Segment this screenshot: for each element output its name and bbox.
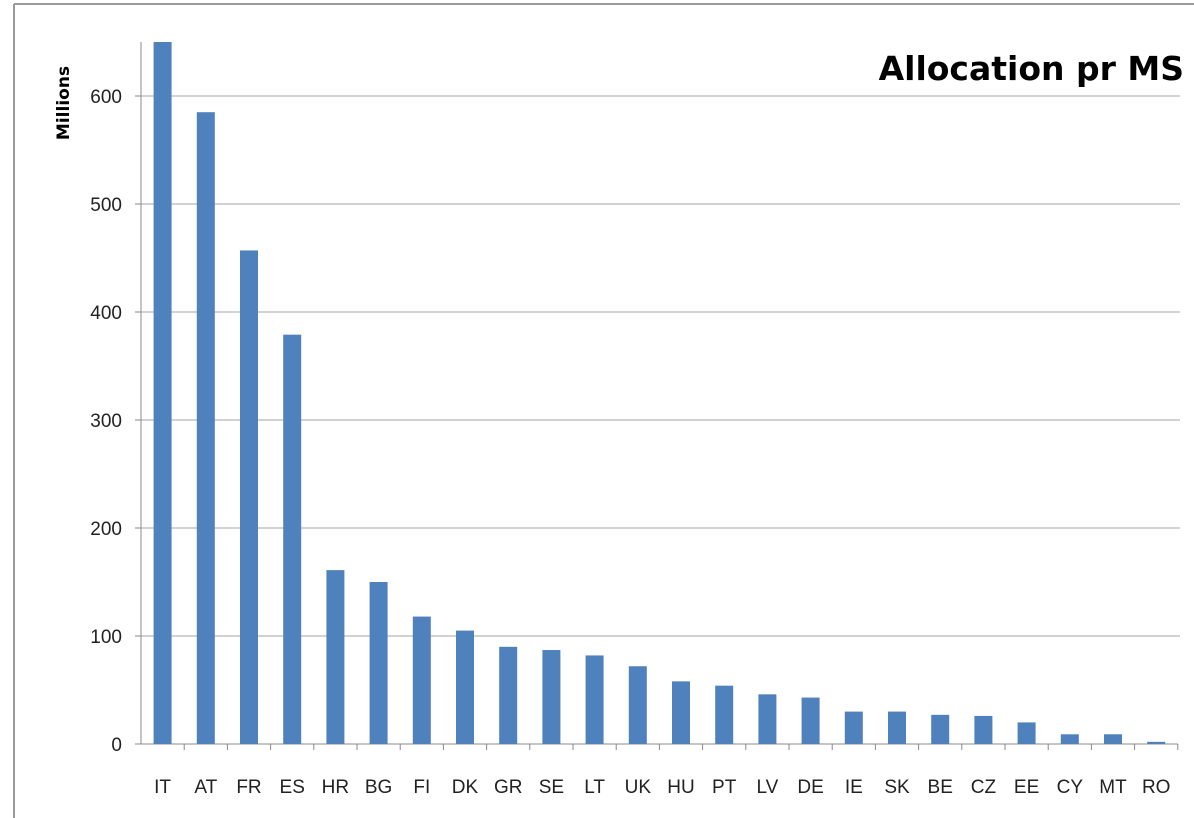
x-tick-label: RO bbox=[1142, 777, 1171, 798]
x-tick-label: BG bbox=[365, 777, 392, 798]
bar-cz bbox=[974, 715, 993, 744]
bar-ee bbox=[1017, 722, 1036, 744]
y-tick-label: 400 bbox=[90, 303, 122, 324]
x-tick-label: LV bbox=[756, 777, 778, 798]
y-tick-label: 300 bbox=[90, 411, 122, 432]
x-tick-label: AT bbox=[194, 777, 217, 798]
x-tick-label: IT bbox=[154, 777, 171, 798]
x-tick-label: SE bbox=[539, 777, 564, 798]
bar-fi bbox=[412, 616, 431, 744]
y-tick-label: 0 bbox=[111, 735, 122, 756]
x-tick-label: FI bbox=[413, 777, 430, 798]
x-tick-label: PT bbox=[712, 777, 737, 798]
bar-fr bbox=[240, 250, 258, 744]
y-tick-label: 600 bbox=[90, 87, 122, 108]
bar-ro bbox=[1147, 741, 1166, 744]
bar-be bbox=[931, 714, 950, 744]
x-tick-label: CY bbox=[1057, 777, 1084, 798]
x-tick-label: EE bbox=[1014, 777, 1039, 798]
bar-dk bbox=[456, 630, 474, 744]
x-tick-labels: IT AT FR ES HR BG FI DK GR SE LT UK HU PT LV DE IE SK BE CZ… bbox=[154, 777, 1170, 798]
x-tick-label: UK bbox=[625, 777, 652, 798]
bar-hr bbox=[326, 570, 345, 744]
chart-title: Allocation pr MS bbox=[879, 49, 1184, 88]
x-tick-label: ES bbox=[280, 777, 305, 798]
bar-lt bbox=[585, 655, 604, 744]
gridlines bbox=[135, 95, 1180, 745]
bars bbox=[153, 42, 1166, 744]
x-tick-label: LT bbox=[584, 777, 605, 798]
bar-ie bbox=[844, 711, 863, 744]
y-tick-label: 100 bbox=[90, 627, 122, 648]
x-tick-label: CZ bbox=[971, 777, 997, 798]
x-tick-label: MT bbox=[1099, 777, 1127, 798]
bar-de bbox=[801, 697, 820, 744]
bar-sk bbox=[888, 711, 906, 744]
bar-pt bbox=[715, 685, 734, 744]
x-tick-label: SK bbox=[884, 777, 910, 798]
bar-hu bbox=[672, 681, 690, 744]
bar-at bbox=[196, 112, 215, 744]
x-tick-label: DE bbox=[797, 777, 823, 798]
y-tick-label: 500 bbox=[90, 195, 122, 216]
bar-gr bbox=[499, 646, 518, 744]
bar-se bbox=[542, 650, 561, 744]
x-tick-label: HR bbox=[322, 777, 349, 798]
axes bbox=[140, 42, 1179, 750]
x-tick-label: HU bbox=[667, 777, 694, 798]
bar-es bbox=[283, 334, 302, 744]
x-tick-label: DK bbox=[452, 777, 479, 798]
y-tick-label: 200 bbox=[90, 519, 122, 540]
bar-it bbox=[153, 42, 172, 744]
bar-bg bbox=[369, 582, 388, 744]
bar-cy bbox=[1060, 734, 1079, 744]
y-axis-label: Millions bbox=[54, 66, 74, 140]
bar-uk bbox=[628, 666, 647, 744]
x-tick-label: IE bbox=[845, 777, 863, 798]
y-tick-labels: 0 100 200 300 400 500 600 bbox=[90, 87, 122, 756]
x-tick-label: GR bbox=[494, 777, 523, 798]
x-tick-label: FR bbox=[236, 777, 261, 798]
bar-lv bbox=[758, 694, 777, 744]
x-tick-label: BE bbox=[928, 777, 953, 798]
bar-mt bbox=[1104, 734, 1122, 744]
